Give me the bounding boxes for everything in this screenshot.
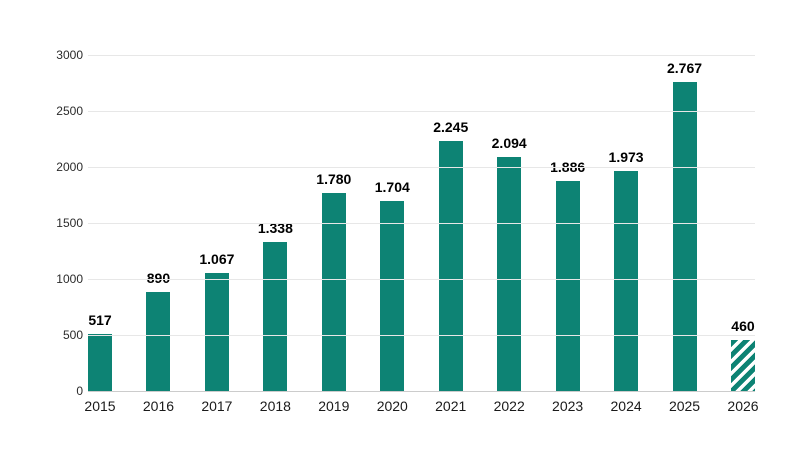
x-axis-label-2026: 2026	[727, 399, 758, 413]
x-axis-label-2016: 2016	[143, 399, 174, 413]
bar-value-label: 1.886	[550, 158, 586, 175]
bars-container: 517 890 1.067 1.338 1.780 1.704 2.245 2.094 1.88…	[88, 56, 755, 392]
bar-2015: 517	[88, 313, 112, 392]
bar-value-label: 890	[146, 270, 171, 287]
x-axis-label-text: 2025	[668, 398, 701, 414]
x-axis-label-2017: 2017	[201, 399, 232, 413]
bar-value-label: 2.094	[491, 135, 527, 152]
y-axis-tick-label: 2000	[56, 160, 83, 174]
x-axis-labels: 2015 2016 2017 2018 2019 2020 2021 2022 2023 2024…	[84, 399, 758, 413]
bar-2017: 1.067	[199, 252, 234, 392]
x-axis-label-text: 2017	[201, 398, 233, 414]
bar-value-label: 1.067	[199, 250, 235, 267]
bar-2019: 1.780	[316, 172, 351, 392]
x-axis-label-text: 2016	[142, 398, 175, 414]
y-axis-tick-label: 0	[76, 384, 83, 398]
x-axis-label-text: 2026	[727, 398, 759, 414]
bar-2016: 890	[146, 271, 171, 392]
bar-value-label: 1.780	[316, 170, 352, 187]
y-axis-tick-label: 1000	[56, 272, 83, 286]
x-axis-label-text: 2024	[610, 398, 642, 414]
bar-2026: 460	[730, 319, 755, 392]
x-axis-label-text: 2022	[493, 398, 525, 414]
bar-2025: 2.767	[667, 61, 702, 392]
x-axis-label-2019: 2019	[318, 399, 349, 413]
x-axis-label-text: 2021	[435, 398, 467, 414]
x-axis-label-2021: 2021	[435, 399, 466, 413]
y-axis-tick-label: 3000	[56, 48, 83, 62]
x-axis-line: 0	[76, 385, 755, 397]
bar-value-label: 1.704	[374, 179, 410, 196]
x-axis-label-2023: 2023	[552, 399, 583, 413]
x-axis-label-text: 2023	[552, 398, 584, 414]
y-axis-tick-label: 1500	[56, 216, 83, 230]
x-axis-label-2025: 2025	[669, 399, 700, 413]
bar-value-label: 1.338	[257, 220, 293, 237]
bar-value-label: 2.245	[433, 118, 469, 135]
x-axis-label-text: 2015	[84, 398, 116, 414]
bar-2024: 1.973	[609, 150, 644, 392]
x-axis-label-text: 2020	[376, 398, 408, 414]
gridline: 2000	[56, 161, 755, 173]
plot-area: 517 890 1.067 1.338 1.780 1.704 2.245 2.094 1.88…	[56, 49, 755, 397]
x-axis-label-text: 2019	[318, 398, 350, 414]
bar-2022: 2.094	[492, 136, 527, 392]
x-axis-label-2024: 2024	[611, 399, 642, 413]
bar-value-label: 517	[88, 312, 112, 329]
y-axis-tick-label: 500	[62, 328, 83, 342]
gridline: 1000	[56, 273, 755, 285]
bar-2020: 1.704	[375, 180, 410, 392]
x-axis-label-text: 2018	[259, 398, 291, 414]
y-axis-tick-label: 2500	[56, 104, 83, 118]
bar-2023: 1.886	[550, 160, 585, 392]
bar-2021: 2.245	[433, 120, 468, 392]
bar-2018: 1.338	[258, 221, 293, 392]
bar-value-label: 2.767	[667, 60, 703, 77]
x-axis-label-2015: 2015	[84, 399, 115, 413]
x-axis-label-2018: 2018	[260, 399, 291, 413]
gridline: 2500	[56, 105, 755, 117]
x-axis-label-2020: 2020	[377, 399, 408, 413]
x-axis-label-2022: 2022	[494, 399, 525, 413]
bar-value-label: 1.973	[608, 149, 644, 166]
gridline: 500	[63, 329, 755, 341]
gridline: 3000	[56, 49, 755, 61]
bar-value-label: 460	[731, 318, 755, 335]
gridline: 1500	[56, 217, 755, 229]
